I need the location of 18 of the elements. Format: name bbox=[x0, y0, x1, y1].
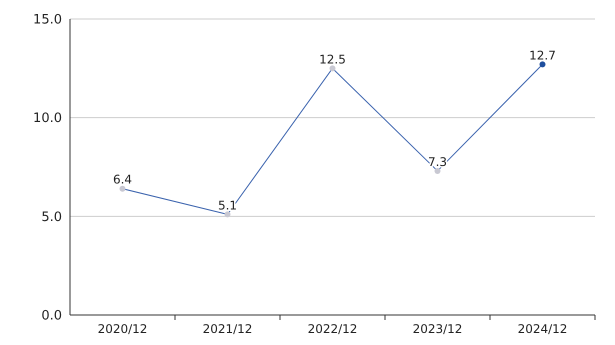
data-label: 6.4 bbox=[112, 172, 132, 187]
y-tick-label: 0.0 bbox=[41, 308, 62, 324]
y-tick-label: 10.0 bbox=[33, 111, 62, 126]
data-label: 7.3 bbox=[428, 154, 448, 169]
data-label: 12.5 bbox=[319, 52, 346, 66]
data-label: 12.7 bbox=[529, 48, 556, 62]
y-tick-label: 5.0 bbox=[41, 210, 62, 225]
x-tick-label: 2021/12 bbox=[202, 322, 252, 336]
x-tick-label: 2024/12 bbox=[518, 322, 568, 336]
y-tick-label: 15.0 bbox=[33, 12, 62, 28]
x-tick-label: 2022/12 bbox=[308, 322, 358, 336]
point bbox=[434, 168, 440, 174]
x-tick-label: 2020/12 bbox=[98, 322, 148, 336]
point bbox=[224, 211, 230, 218]
x-tick-label: 2023/12 bbox=[412, 322, 462, 336]
point bbox=[540, 61, 546, 68]
point bbox=[120, 186, 126, 192]
point bbox=[330, 65, 336, 72]
